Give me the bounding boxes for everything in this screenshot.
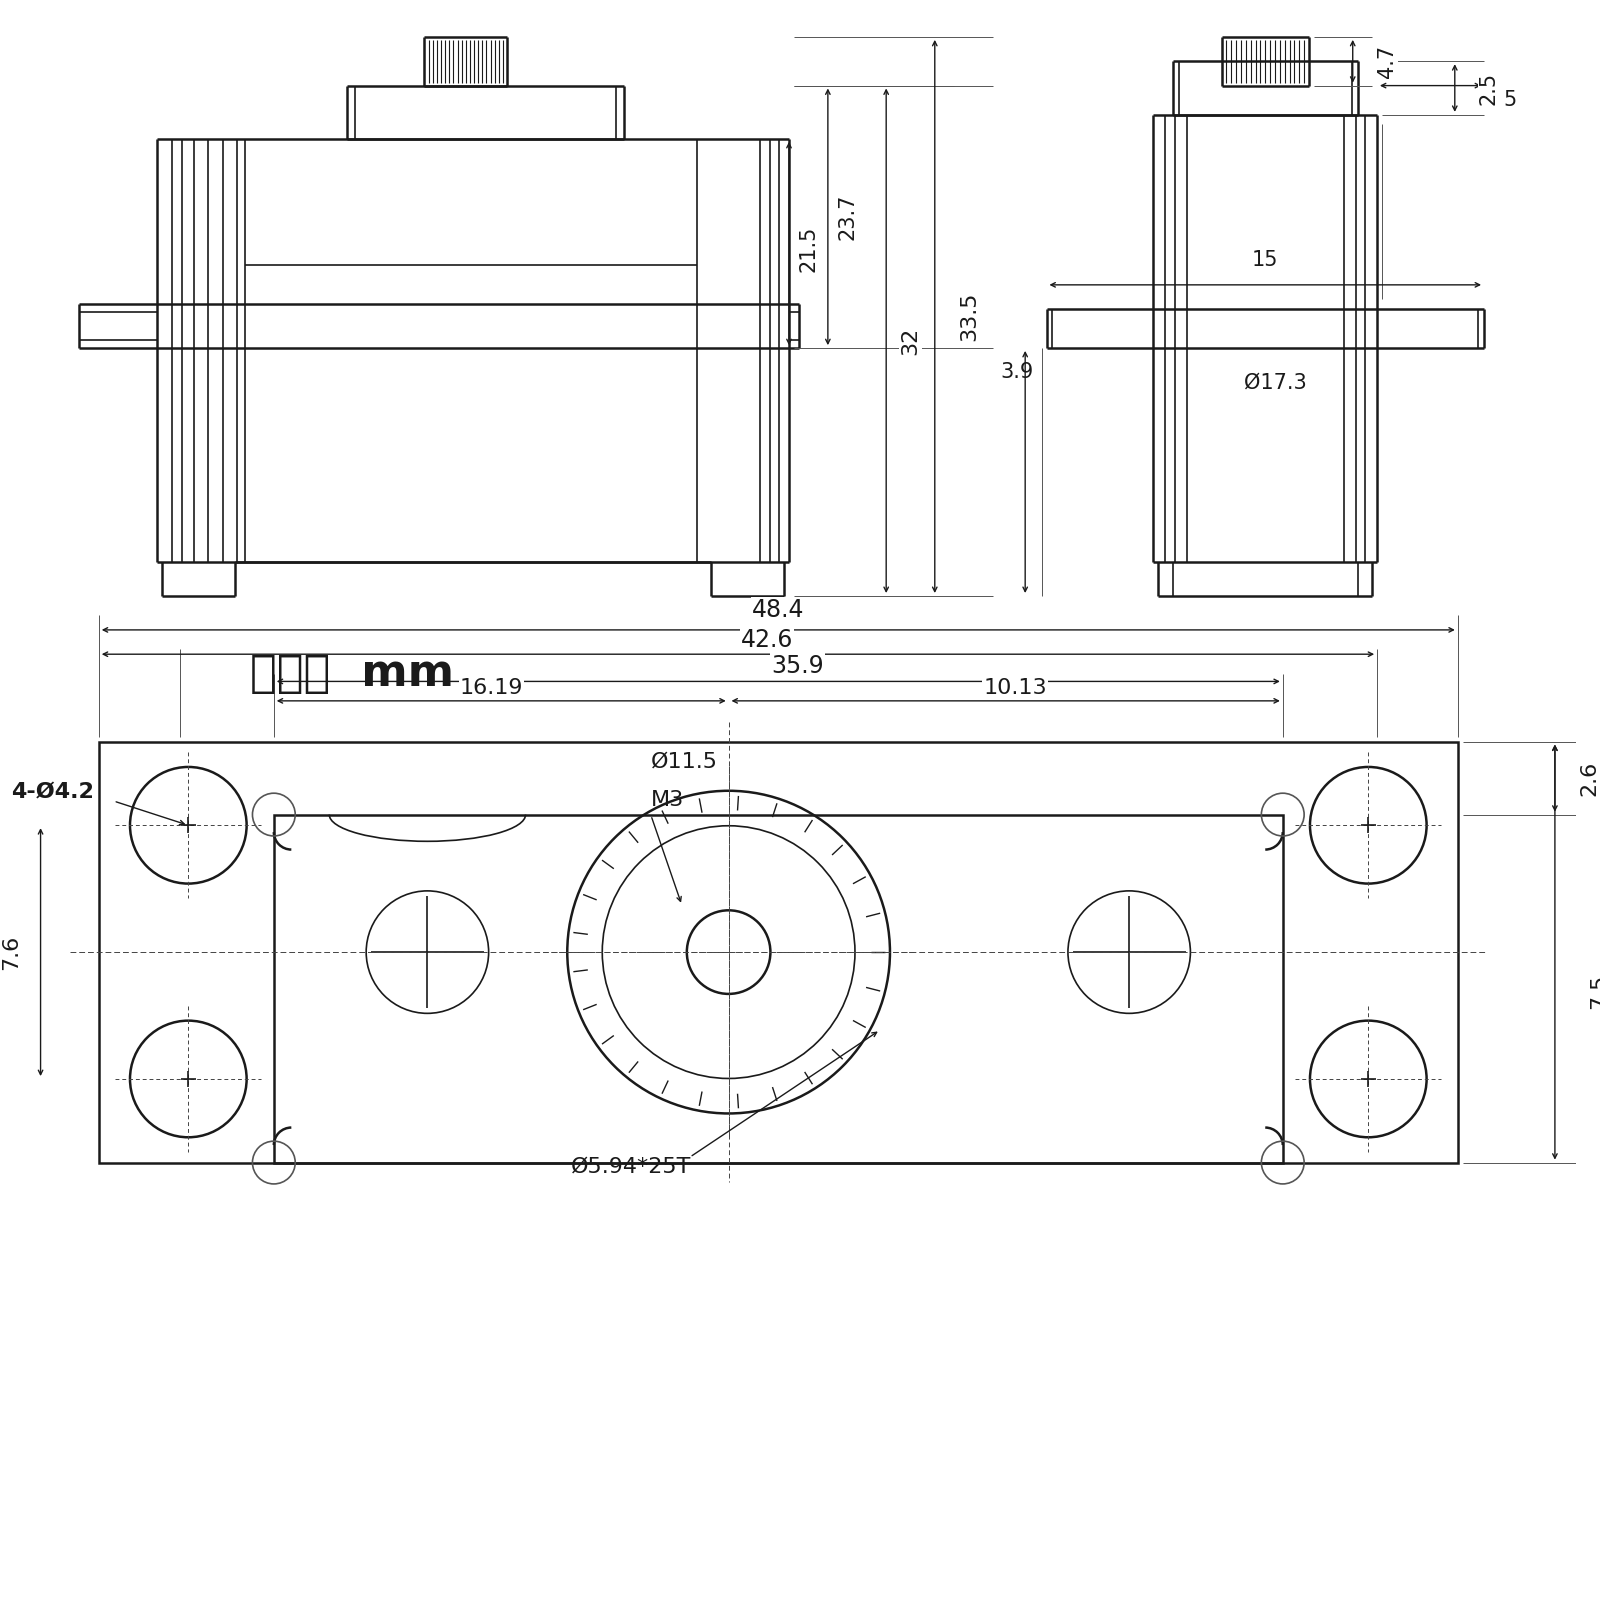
Text: 4.7: 4.7 [1376,45,1397,78]
Text: M3: M3 [651,790,685,811]
Text: 16.19: 16.19 [459,678,523,698]
Text: 10.13: 10.13 [984,678,1048,698]
Text: 7.5: 7.5 [1589,973,1600,1008]
Text: 23.7: 23.7 [837,194,858,240]
Text: 33.5: 33.5 [958,291,979,341]
Text: Ø11.5: Ø11.5 [651,752,718,771]
Text: 单位：  mm: 单位： mm [250,653,453,694]
Text: 21.5: 21.5 [798,226,819,272]
Text: 42.6: 42.6 [741,627,794,651]
Bar [274,814,1283,1163]
Text: 2.6: 2.6 [1579,760,1598,795]
Text: 7.6: 7.6 [2,934,21,970]
Text: 2.5: 2.5 [1478,72,1499,104]
Text: Ø17.3: Ø17.3 [1243,373,1306,394]
Text: 35.9: 35.9 [771,654,824,678]
Text: 48.4: 48.4 [752,598,805,622]
Text: 32: 32 [901,326,920,355]
Text: 15: 15 [1253,250,1278,270]
Text: 3.9: 3.9 [1000,362,1034,382]
Text: Ø5.94*25T: Ø5.94*25T [571,1157,691,1178]
Text: 5: 5 [1504,90,1517,110]
Bar [99,742,1458,1163]
Text: 4-Ø4.2: 4-Ø4.2 [11,781,94,802]
